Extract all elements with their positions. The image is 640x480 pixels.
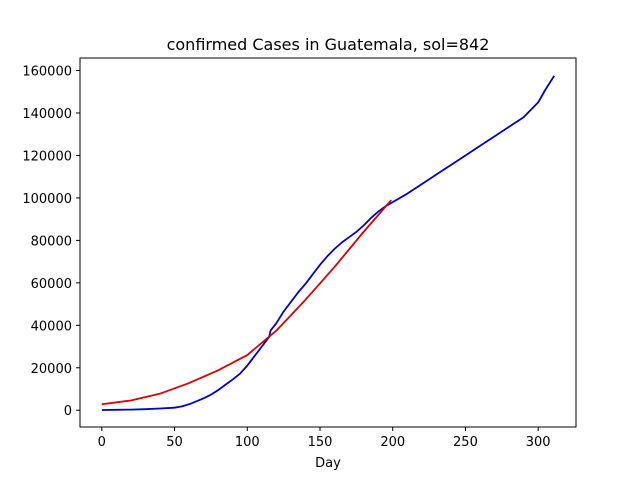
x-tick-label: 250 bbox=[453, 435, 478, 450]
x-tick-label: 50 bbox=[166, 435, 183, 450]
y-tick-label: 60000 bbox=[31, 277, 72, 292]
x-tick-label: 0 bbox=[98, 435, 106, 450]
series-line-observed bbox=[101, 75, 555, 411]
chart-title: confirmed Cases in Guatemala, sol=842 bbox=[167, 35, 490, 54]
y-tick-label: 0 bbox=[64, 404, 72, 419]
y-tick-label: 80000 bbox=[31, 234, 72, 249]
plot-frame bbox=[79, 57, 577, 428]
y-tick-label: 40000 bbox=[31, 319, 72, 334]
x-tick-label: 100 bbox=[235, 435, 260, 450]
y-tick-label: 100000 bbox=[22, 192, 72, 207]
y-tick-label: 160000 bbox=[22, 65, 72, 80]
x-tick-label: 300 bbox=[526, 435, 551, 450]
series-line-fit bbox=[101, 199, 392, 406]
plot-area bbox=[80, 58, 576, 427]
y-tick-label: 120000 bbox=[22, 149, 72, 164]
x-axis-label: Day bbox=[315, 456, 341, 471]
y-tick-label: 20000 bbox=[31, 362, 72, 377]
x-tick-label: 150 bbox=[308, 435, 333, 450]
series-layer bbox=[101, 75, 555, 411]
x-tick-label: 200 bbox=[380, 435, 405, 450]
y-tick-label: 140000 bbox=[22, 107, 72, 122]
tick-layer: 0 50 100 150 200 250 300 0 20000 40000 60000 80000 1… bbox=[22, 65, 550, 450]
